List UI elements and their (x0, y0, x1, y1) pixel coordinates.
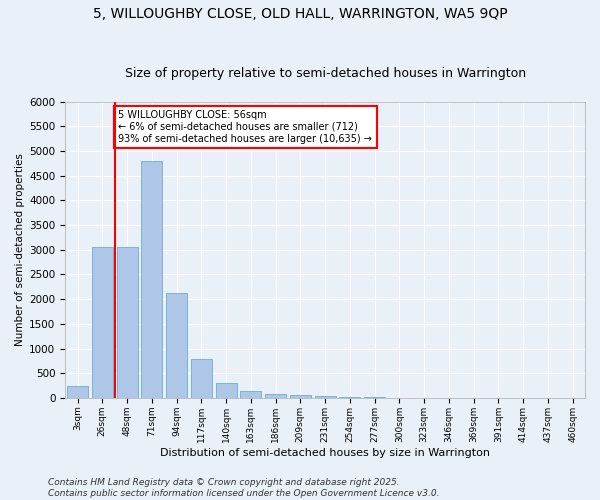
Text: Contains HM Land Registry data © Crown copyright and database right 2025.
Contai: Contains HM Land Registry data © Crown c… (48, 478, 439, 498)
Title: Size of property relative to semi-detached houses in Warrington: Size of property relative to semi-detach… (125, 66, 526, 80)
Bar (92, 247, 113, 398)
Bar (67, 386, 88, 398)
Bar (340, 397, 361, 398)
X-axis label: Distribution of semi-detached houses by size in Warrington: Distribution of semi-detached houses by … (160, 448, 490, 458)
Bar (215, 382, 236, 398)
Bar (166, 293, 187, 398)
Bar (314, 396, 335, 398)
Bar (141, 161, 163, 398)
Text: 5 WILLOUGHBY CLOSE: 56sqm
← 6% of semi-detached houses are smaller (712)
93% of : 5 WILLOUGHBY CLOSE: 56sqm ← 6% of semi-d… (118, 110, 372, 144)
Bar (290, 396, 311, 398)
Y-axis label: Number of semi-detached properties: Number of semi-detached properties (15, 154, 25, 346)
Bar (240, 391, 262, 398)
Bar (116, 247, 137, 398)
Text: 5, WILLOUGHBY CLOSE, OLD HALL, WARRINGTON, WA5 9QP: 5, WILLOUGHBY CLOSE, OLD HALL, WARRINGTO… (92, 8, 508, 22)
Bar (265, 394, 286, 398)
Bar (191, 359, 212, 398)
